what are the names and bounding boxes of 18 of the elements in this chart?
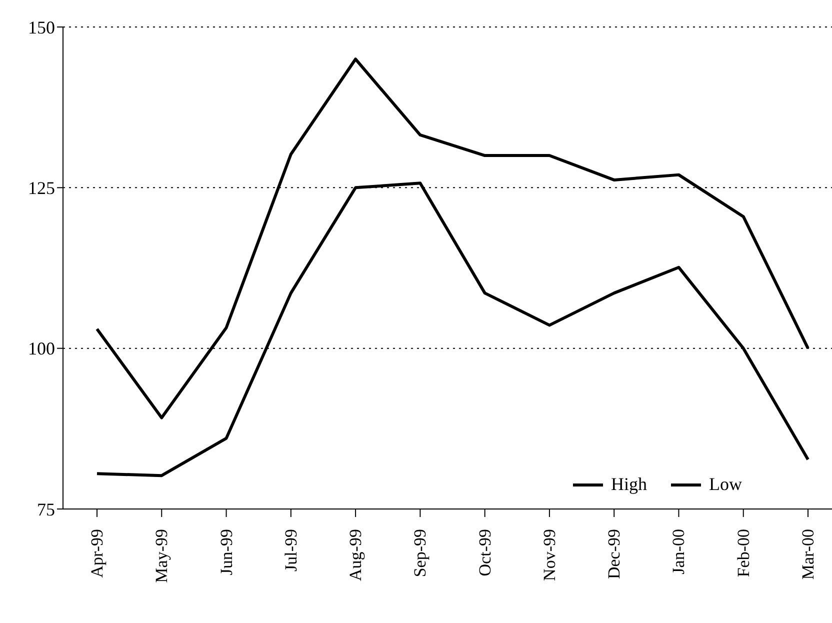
y-tick-label: 125: [28, 178, 55, 198]
legend-label: High: [610, 474, 647, 495]
y-tick-label: 150: [28, 17, 55, 38]
x-tick-label: Jun-99: [216, 529, 236, 576]
y-tick-label: 100: [28, 338, 55, 359]
legend-label: Low: [708, 474, 742, 495]
x-tick-label: Sep-99: [410, 529, 430, 578]
x-tick-label: Aug-99: [346, 529, 366, 581]
y-tick-label: 75: [37, 499, 55, 520]
x-tick-label: Apr-99: [88, 529, 106, 578]
x-tick-label: Feb-00: [734, 529, 753, 578]
x-tick-label: Dec-99: [604, 529, 624, 580]
x-tick-label: Mar-00: [798, 529, 818, 580]
x-tick-label: Jul-99: [281, 529, 300, 572]
x-tick-label: Nov-99: [540, 529, 559, 581]
x-tick-label: Oct-99: [475, 529, 494, 576]
x-tick-label: Jan-00: [669, 529, 688, 574]
x-tick-label: May-99: [152, 529, 172, 583]
